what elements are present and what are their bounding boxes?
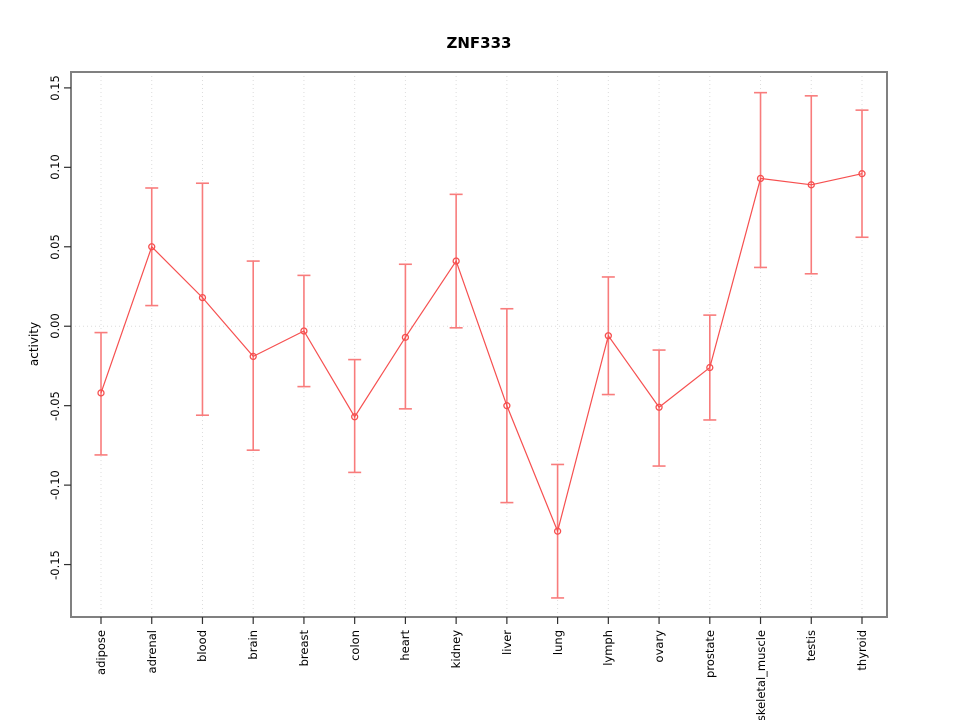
- data-point: [97, 389, 105, 397]
- x-tick-label: colon: [347, 630, 362, 661]
- series-line: [100, 173, 863, 534]
- plot-frame: [70, 71, 888, 618]
- x-tick-label: heart: [398, 630, 413, 661]
- data-point: [706, 363, 714, 372]
- data-point: [148, 243, 156, 251]
- y-tick-label: 0.15: [48, 75, 62, 101]
- x-tick-label: lung: [550, 630, 565, 656]
- data-point: [858, 170, 866, 178]
- data-point: [807, 181, 815, 189]
- x-tick-label: kidney: [449, 630, 464, 669]
- x-tick-label: lymph: [601, 630, 616, 666]
- data-point: [553, 527, 562, 535]
- data-point: [655, 403, 663, 411]
- y-tick-label: -0.10: [48, 470, 62, 500]
- x-tick-label: adrenal: [144, 630, 159, 674]
- y-tick-label: 0.10: [48, 154, 62, 181]
- x-tick-label: brain: [246, 630, 261, 660]
- x-tick-label: testis: [804, 630, 819, 662]
- y-tick-label: 0.00: [48, 313, 62, 340]
- y-tick-label: 0.05: [48, 233, 62, 260]
- data-point: [756, 174, 765, 183]
- x-tick-label: blood: [195, 630, 210, 662]
- y-tick-label: -0.15: [48, 549, 62, 580]
- x-tick-label: thyroid: [855, 630, 869, 671]
- x-tick-label: adipose: [94, 630, 108, 675]
- chart-title: ZNF333: [446, 34, 512, 52]
- data-point: [249, 352, 257, 361]
- data-point: [604, 332, 612, 340]
- data-point: [452, 257, 460, 265]
- y-axis-label: activity: [27, 321, 41, 367]
- x-tick-label: breast: [296, 630, 311, 667]
- x-tick-label: ovary: [652, 630, 667, 663]
- x-tick-label: prostate: [702, 630, 717, 678]
- data-point: [300, 327, 308, 335]
- y-tick-label: -0.05: [48, 390, 62, 421]
- data-point: [351, 413, 359, 421]
- data-point: [503, 402, 511, 410]
- x-tick-label: skeletal_muscle: [753, 630, 768, 720]
- x-tick-label: liver: [499, 630, 514, 655]
- data-point: [401, 333, 410, 341]
- data-point: [198, 293, 207, 302]
